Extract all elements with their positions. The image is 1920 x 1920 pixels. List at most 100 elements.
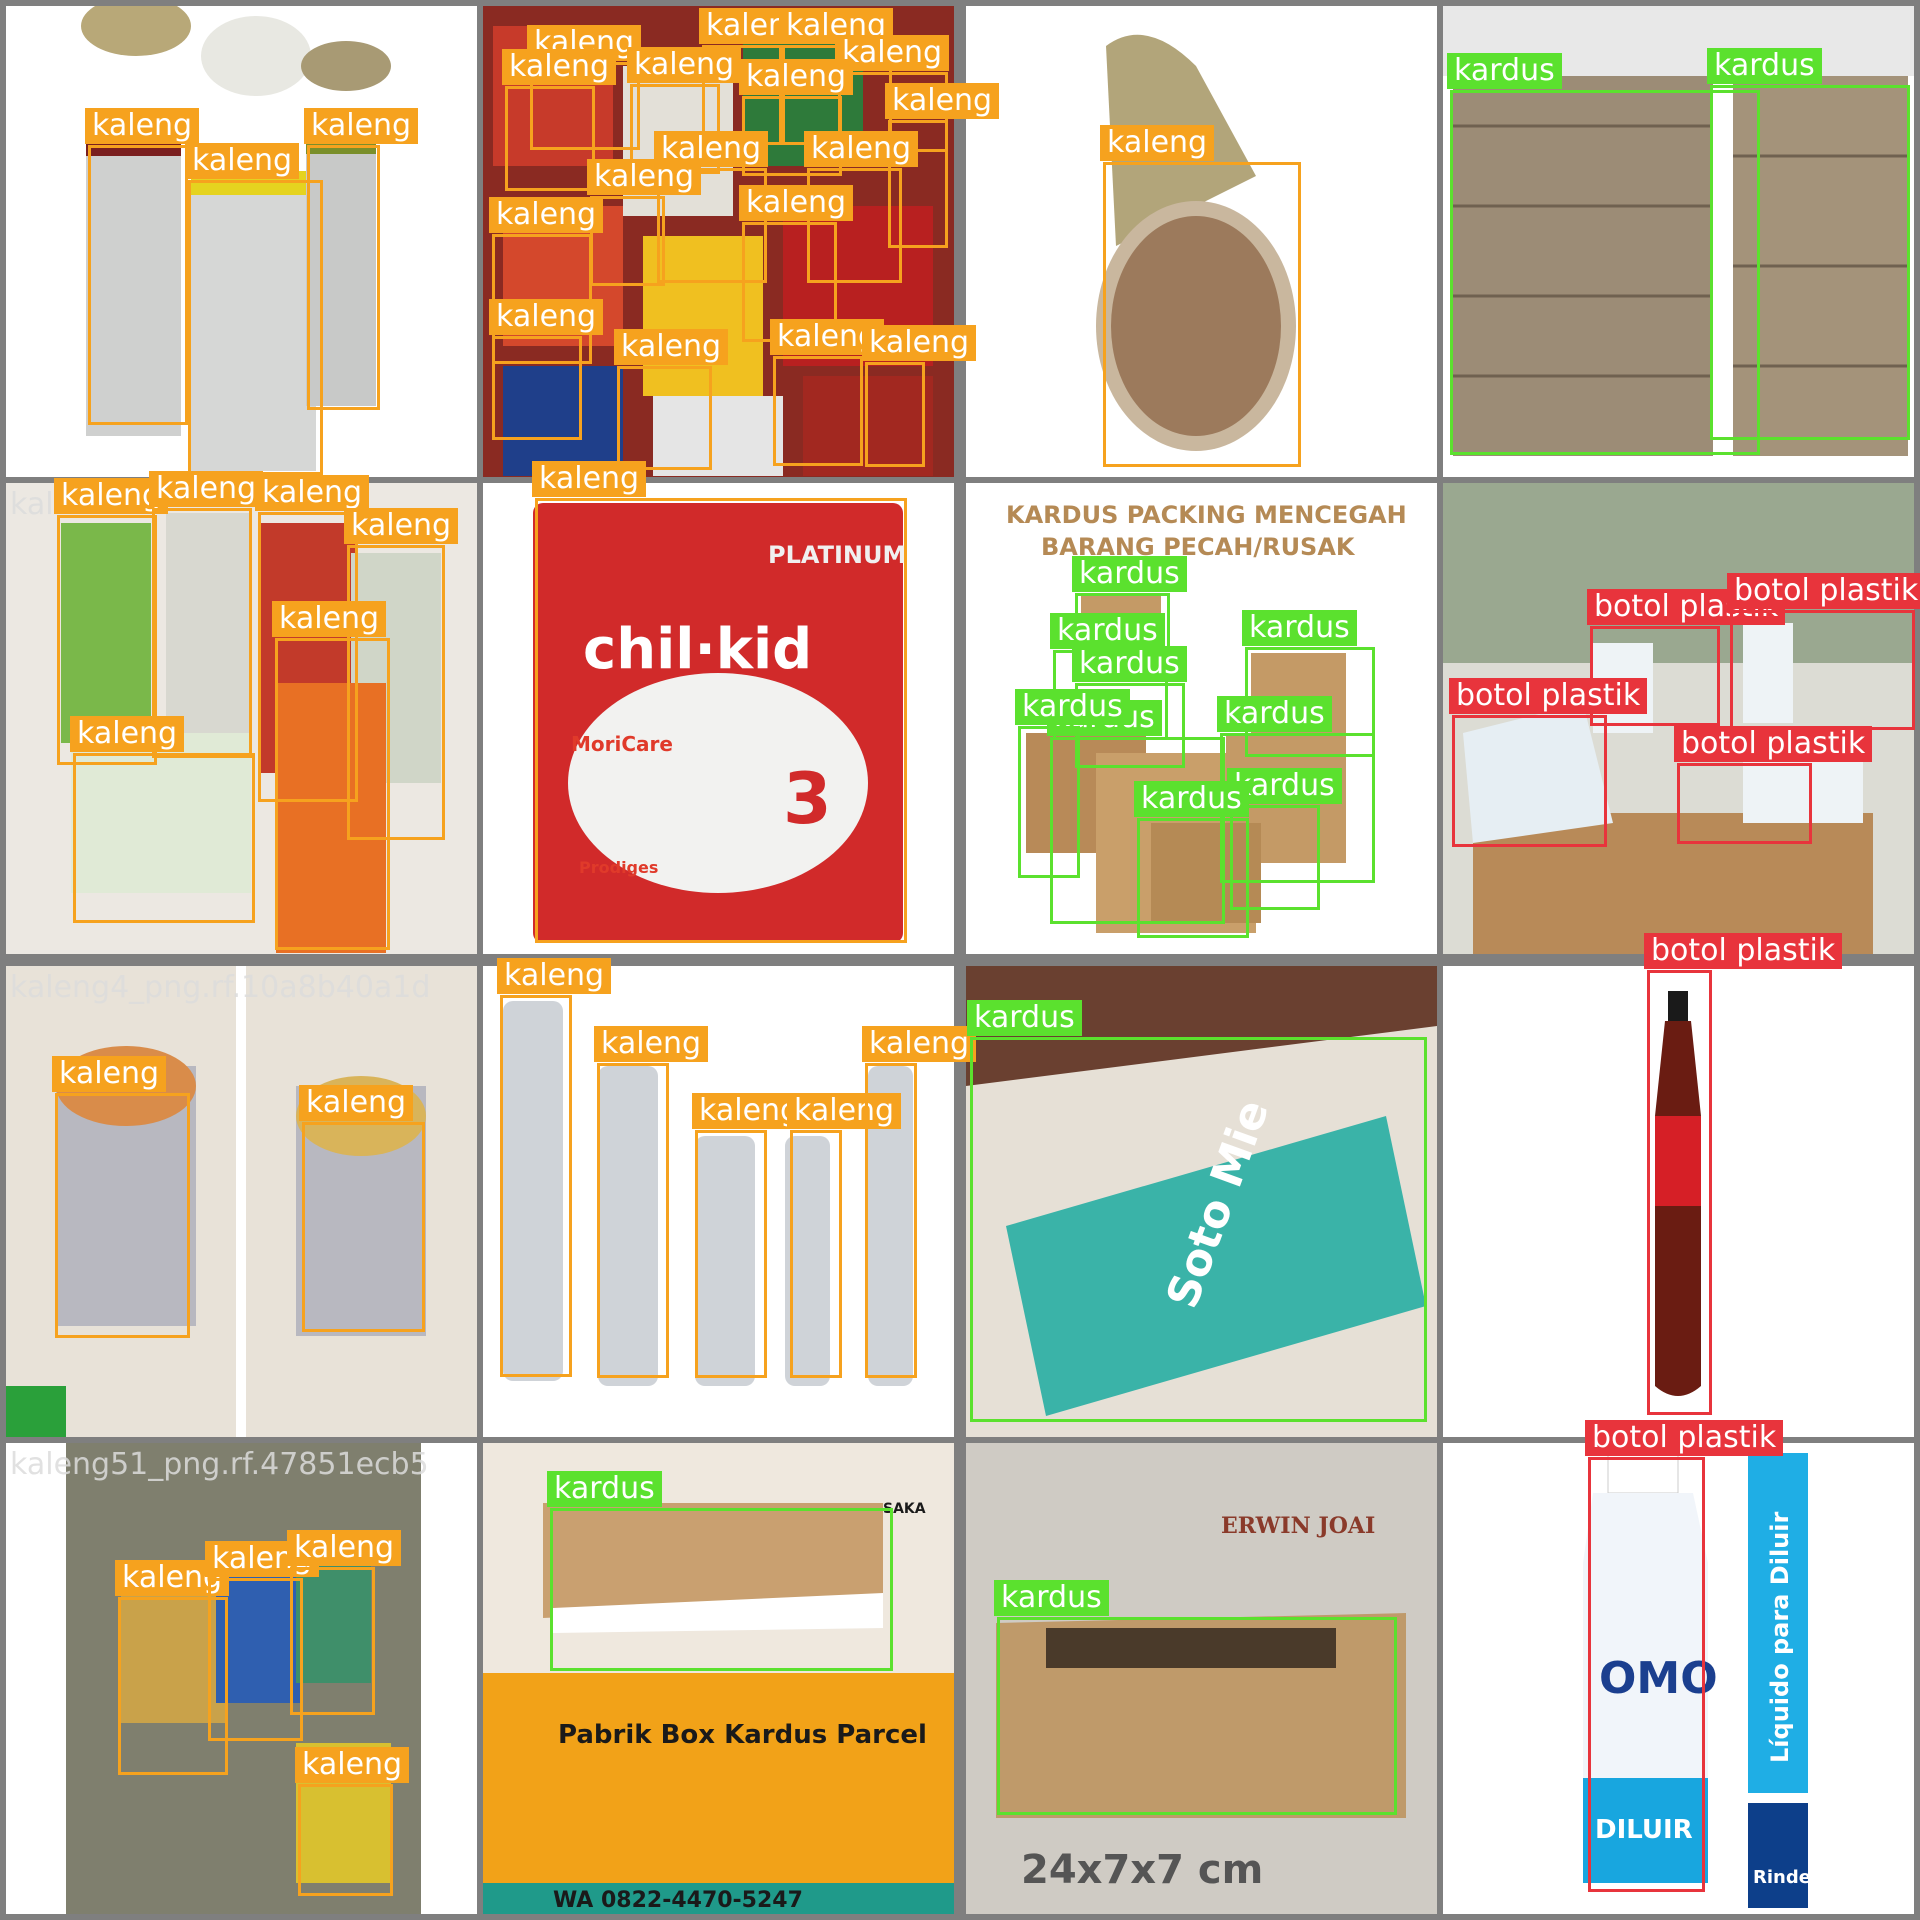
detection: kaleng [614, 329, 729, 470]
detection: kaleng [835, 35, 950, 152]
detection: kaleng [502, 49, 617, 191]
detection: kaleng [885, 83, 1000, 248]
detection: kaleng [739, 59, 854, 176]
bounding-box [302, 1122, 425, 1332]
class-label: kardus [994, 1580, 1109, 1616]
detection: kaleng [770, 319, 885, 466]
class-label: kardus [1015, 689, 1130, 725]
detergent-side-text: Líquido para Diluir [1766, 1512, 1794, 1763]
detection: botol plastik [1674, 726, 1873, 844]
bounding-box [970, 1037, 1427, 1422]
class-label: kardus [1050, 613, 1165, 649]
bounding-box [535, 498, 907, 943]
class-label: kaleng [739, 59, 854, 95]
photo-box-advert: Pabrik Box Kardus Parcel WA 0822-4470-52… [483, 1443, 954, 1914]
detergent-volume: Rinde 3L [1753, 1867, 1841, 1888]
bounding-box [298, 1784, 393, 1896]
detection: kaleng [804, 131, 919, 283]
class-label: kaleng [862, 325, 977, 361]
filename-watermark: kal [10, 487, 54, 522]
bounding-box [695, 1130, 767, 1378]
bounding-box [1018, 726, 1080, 878]
detection: kaleng [149, 471, 264, 758]
class-label: kaleng [287, 1530, 402, 1566]
class-label: kaleng [149, 471, 264, 507]
bounding-box [1137, 818, 1249, 938]
class-label: kaleng [627, 47, 742, 83]
class-label: kaleng [295, 1747, 410, 1783]
filename-watermark: kaleng4_png.rf.10a8b40a1d [10, 970, 431, 1005]
tile-milk-can: PLATINUM chil·kid MoriCare Prodiges 3 [477, 477, 960, 960]
detection: kaleng [287, 1530, 402, 1715]
bounding-box [208, 1578, 303, 1741]
bounding-box [550, 1508, 893, 1671]
photo-fish-can [966, 6, 1437, 477]
detection: kardus [967, 1000, 1427, 1422]
tile-cans-food [0, 0, 483, 483]
detection: kaleng [299, 1085, 425, 1332]
can-brand-text: PLATINUM [768, 541, 906, 569]
bounding-box [55, 1093, 190, 1338]
class-label: botol plastik [1674, 726, 1873, 762]
class-label: kaleng [532, 461, 647, 497]
photo-flat-cardboard: Soto Mie [966, 966, 1437, 1437]
detection: kaleng [692, 1093, 807, 1378]
shop-name-text: ERWIN JOAI [1221, 1513, 1375, 1539]
bounding-box [597, 1063, 669, 1378]
bounding-box [617, 366, 712, 470]
detection: botol plastik [1449, 678, 1648, 847]
bounding-box [500, 995, 572, 1377]
bounding-box [865, 1063, 917, 1378]
class-label: kaleng [804, 131, 919, 167]
can-product-name: chil·kid [583, 617, 812, 682]
bounding-box [1677, 763, 1812, 844]
tile-crushed-cans: kaleng51_png.rf.47851ecb5 [0, 1437, 483, 1920]
detection: kaleng [295, 1747, 410, 1896]
class-label: kaleng [497, 958, 612, 994]
detection: kardus [1072, 646, 1187, 768]
bounding-box [1588, 1457, 1705, 1892]
detection: kaleng [497, 958, 612, 1377]
bounding-box [1647, 970, 1712, 1415]
detection: kaleng [304, 108, 419, 410]
bounding-box [188, 180, 323, 475]
bounding-box [492, 336, 582, 440]
class-label: kaleng [52, 1056, 167, 1092]
bounding-box [1730, 610, 1915, 730]
box-size-text: 24x7x7 cm [1021, 1847, 1263, 1893]
detection: kaleng [344, 508, 459, 840]
bounding-box [57, 515, 157, 765]
detection: kardus [1134, 781, 1249, 938]
bounding-box [1590, 626, 1720, 726]
class-label: kardus [1242, 610, 1357, 646]
bounding-box [1452, 715, 1607, 847]
class-label: kaleng [787, 1093, 902, 1129]
detection: kardus [547, 1471, 893, 1671]
tile-box-ad: Pabrik Box Kardus Parcel WA 0822-4470-52… [477, 1437, 960, 1920]
bounding-box [657, 168, 767, 283]
detection: kaleng [1100, 125, 1301, 467]
detection: kaleng [272, 601, 390, 950]
photo-crushed-cans [6, 1443, 477, 1914]
class-label: botol plastik [1449, 678, 1648, 714]
class-label: kaleng [489, 299, 604, 335]
detection: kardus [1447, 53, 1760, 455]
tile-detergent: OMO DILUIR Líquido para Diluir Rinde 3L [1437, 1437, 1920, 1920]
photo-long-box: 24x7x7 cm ERWIN JOAI [966, 1443, 1437, 1914]
detection: kardus [1707, 48, 1910, 440]
class-label: kaleng [587, 159, 702, 195]
class-label: kaleng [862, 1026, 977, 1062]
detection: botol plastik [1727, 573, 1920, 730]
bounding-box [790, 1130, 842, 1378]
detergent-brand: OMO [1599, 1653, 1718, 1704]
class-label: kardus [1447, 53, 1562, 89]
bounding-box [73, 753, 255, 923]
filename-watermark: kaleng51_png.rf.47851ecb5 [10, 1447, 429, 1482]
ad-logo-text: SAKA [883, 1501, 926, 1517]
class-label: kardus [1072, 556, 1187, 592]
bounding-box [1710, 85, 1910, 440]
bounding-box [807, 168, 902, 283]
can-prodiges-text: Prodiges [579, 858, 658, 877]
class-label: kardus [1707, 48, 1822, 84]
